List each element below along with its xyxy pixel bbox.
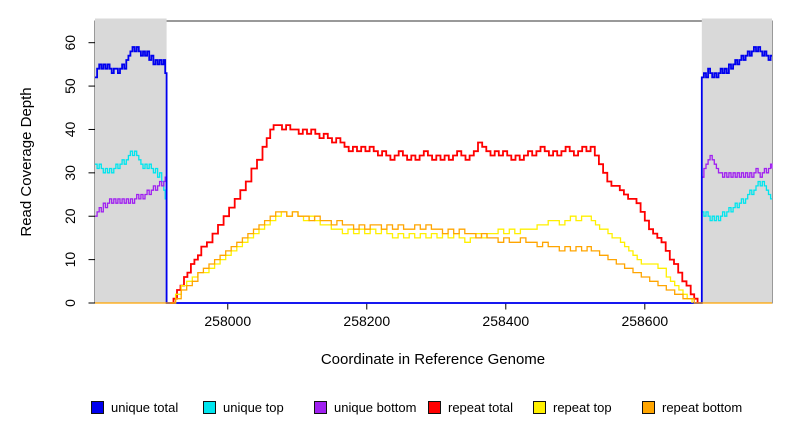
shaded-region-right [701, 18, 772, 303]
series-repeat-top [170, 211, 693, 304]
series-repeat-total [170, 124, 699, 304]
legend-item-repeat-top: repeat top [533, 396, 612, 418]
legend-swatch [91, 400, 104, 414]
legend-item-repeat-total: repeat total [428, 396, 513, 418]
legend-label: unique bottom [334, 399, 417, 415]
legend-label: repeat total [448, 399, 514, 415]
x-axis-title: Coordinate in Reference Genome [321, 351, 545, 368]
legend-item-unique-top: unique top [203, 396, 284, 418]
legend-swatch [642, 400, 655, 414]
legend-swatch [428, 400, 441, 414]
y-tick-label: 40 [62, 121, 78, 137]
y-axis-title: Read Coverage Depth [18, 87, 35, 236]
legend-swatch [203, 400, 216, 414]
legend-label: repeat top [553, 399, 612, 415]
legend-item-unique-total: unique total [91, 396, 178, 418]
y-tick-label: 10 [62, 252, 78, 268]
y-tick-label: 50 [62, 78, 78, 94]
y-tick-label: 0 [62, 299, 78, 307]
x-tick-label: 258400 [482, 313, 529, 329]
legend-item-unique-bottom: unique bottom [314, 396, 416, 418]
plot-legend: unique total unique top unique bottom repea… [0, 396, 792, 420]
x-tick-label: 258200 [343, 313, 390, 329]
legend-item-repeat-bottom: repeat bottom [642, 396, 742, 418]
legend-swatch [533, 400, 546, 414]
series-repeat-bottom [95, 211, 772, 304]
legend-label: unique total [111, 399, 179, 415]
y-tick-label: 60 [62, 35, 78, 51]
legend-label: repeat bottom [662, 399, 743, 415]
plot-box [94, 20, 773, 304]
x-tick-label: 258600 [621, 313, 668, 329]
y-tick-label: 20 [62, 208, 78, 224]
x-tick-label: 258000 [204, 313, 251, 329]
coverage-plot: 258000 258200 258400 258600 0 10 20 30 40 50 60 Co… [18, 18, 773, 368]
legend-swatch [314, 400, 327, 414]
y-tick-label: 30 [62, 165, 78, 181]
legend-label: unique top [223, 399, 284, 415]
